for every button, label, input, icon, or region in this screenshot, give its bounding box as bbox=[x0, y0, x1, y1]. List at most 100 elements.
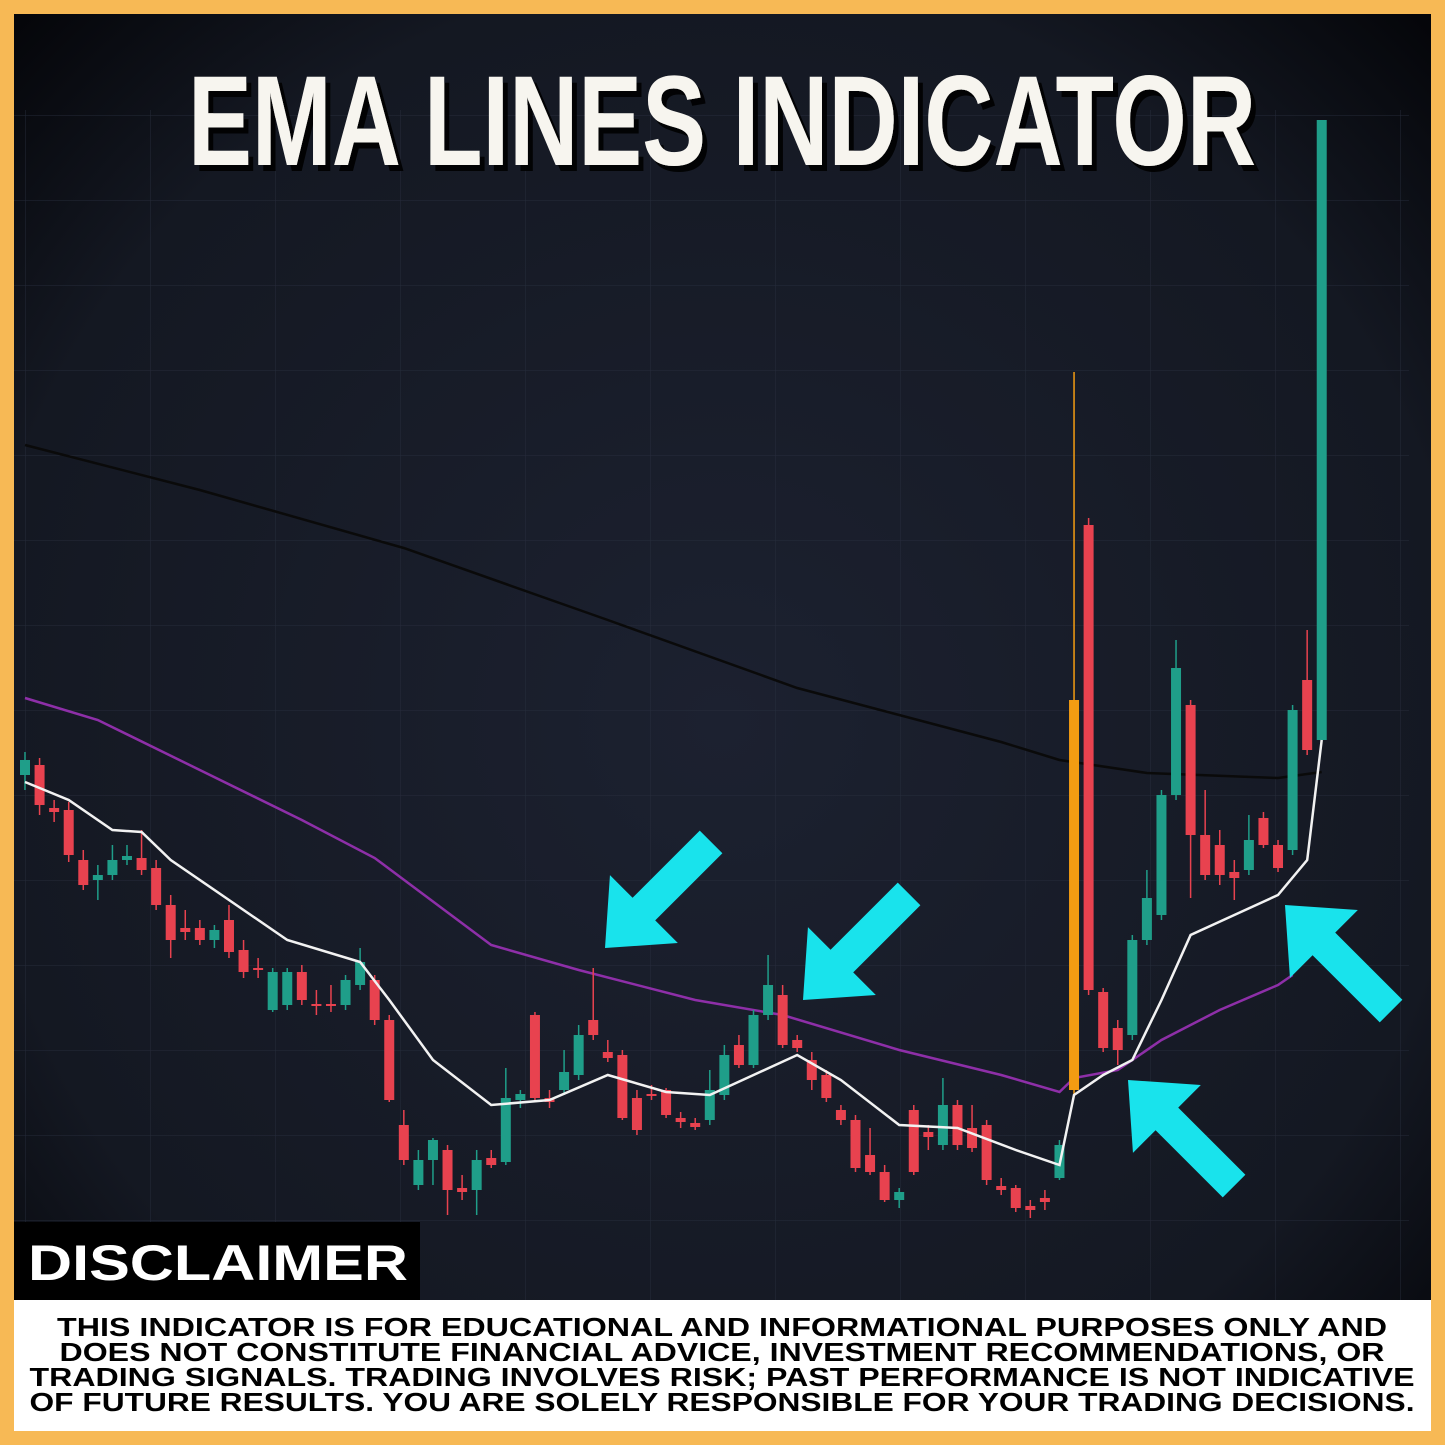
candle-body bbox=[457, 1188, 468, 1192]
candle-body bbox=[1273, 845, 1284, 868]
candle-body bbox=[806, 1060, 817, 1080]
candle-body bbox=[1010, 1188, 1021, 1208]
candle-body bbox=[1156, 795, 1167, 915]
grid bbox=[14, 110, 1409, 1300]
candle-body bbox=[20, 760, 30, 775]
candle-body bbox=[792, 1040, 803, 1048]
candle-body bbox=[631, 1098, 642, 1130]
candle-body bbox=[500, 1098, 511, 1162]
candle-body bbox=[675, 1118, 686, 1122]
candle-body bbox=[894, 1192, 905, 1200]
candle-body bbox=[471, 1160, 482, 1190]
candle-body bbox=[719, 1055, 730, 1095]
candle-body bbox=[427, 1140, 438, 1160]
candle-body bbox=[1258, 818, 1269, 845]
candle-body bbox=[1098, 992, 1109, 1048]
disclaimer-line: OF FUTURE RESULTS. YOU ARE SOLELY RESPON… bbox=[30, 1387, 1415, 1417]
candle-body bbox=[996, 1186, 1007, 1190]
candle-body bbox=[78, 860, 89, 885]
disclaimer-heading-box bbox=[14, 1222, 420, 1300]
candle-body bbox=[1316, 120, 1327, 740]
candle-body bbox=[121, 856, 132, 860]
candle-body bbox=[282, 972, 293, 1005]
candle-body bbox=[1083, 525, 1094, 990]
candle-body bbox=[763, 985, 774, 1015]
candle-body bbox=[967, 1128, 978, 1148]
candle-body bbox=[1025, 1206, 1036, 1210]
candle-body bbox=[63, 810, 74, 855]
disclaimer-text: THIS INDICATOR IS FOR EDUCATIONAL AND IN… bbox=[30, 1312, 1415, 1417]
disclaimer-line: THIS INDICATOR IS FOR EDUCATIONAL AND IN… bbox=[57, 1312, 1387, 1342]
candle-body bbox=[850, 1120, 861, 1168]
candle-body bbox=[136, 858, 147, 870]
candle-body bbox=[1069, 700, 1080, 1090]
candle-body bbox=[340, 980, 351, 1005]
disclaimer-heading: DISCLAIMER bbox=[28, 1235, 408, 1291]
candle-body bbox=[1302, 680, 1313, 750]
candle-body bbox=[748, 1015, 759, 1065]
chart-title: EMA LINES INDICATOR bbox=[188, 50, 1256, 193]
candle-body bbox=[661, 1090, 672, 1115]
candle-body bbox=[617, 1055, 628, 1118]
candle-body bbox=[908, 1110, 919, 1172]
candle-body bbox=[704, 1090, 715, 1120]
candle-body bbox=[952, 1105, 963, 1145]
candle-body bbox=[573, 1035, 584, 1075]
candle-body bbox=[981, 1125, 992, 1180]
candle-body bbox=[325, 1004, 336, 1006]
candle-body bbox=[646, 1094, 657, 1096]
plot bbox=[20, 120, 1327, 1218]
disclaimer-line: DOES NOT CONSTITUTE FINANCIAL ADVICE, IN… bbox=[60, 1337, 1385, 1367]
candle-body bbox=[107, 860, 118, 875]
candle-body bbox=[1214, 845, 1225, 875]
arrow bbox=[1285, 905, 1403, 1023]
candle-body bbox=[1200, 835, 1211, 875]
candle-body bbox=[777, 995, 788, 1045]
candle-body bbox=[384, 1020, 395, 1100]
candle-body bbox=[238, 950, 249, 972]
candle-body bbox=[559, 1072, 570, 1090]
arrows bbox=[605, 830, 1403, 1198]
candle-body bbox=[92, 875, 103, 880]
ema-line bbox=[24, 443, 1322, 780]
candle-body bbox=[355, 962, 366, 985]
candle-body bbox=[529, 1015, 540, 1098]
arrow bbox=[1128, 1080, 1246, 1198]
candle-body bbox=[369, 980, 380, 1020]
candle-body bbox=[1039, 1198, 1050, 1202]
candle-body bbox=[151, 868, 162, 905]
candle-body bbox=[486, 1158, 497, 1165]
candle-body bbox=[821, 1075, 832, 1098]
candle-body bbox=[223, 920, 234, 952]
arrow bbox=[803, 882, 921, 1000]
candle-body bbox=[253, 968, 264, 970]
candle-body bbox=[865, 1155, 876, 1172]
candle-body bbox=[1141, 898, 1152, 940]
candle-body bbox=[515, 1094, 526, 1100]
candle-body bbox=[1127, 940, 1138, 1035]
candle-body bbox=[49, 808, 60, 812]
candle-body bbox=[1243, 840, 1254, 870]
candle-body bbox=[194, 928, 205, 940]
ema-line bbox=[24, 739, 1323, 1167]
candle-body bbox=[588, 1020, 599, 1035]
candle-body bbox=[180, 928, 191, 932]
candle-body bbox=[1185, 705, 1196, 835]
candle-body bbox=[311, 1004, 322, 1006]
candle-body bbox=[602, 1052, 613, 1058]
candle-body bbox=[1229, 872, 1240, 878]
candle-body bbox=[296, 972, 307, 1000]
candle-body bbox=[413, 1160, 424, 1185]
candle-body bbox=[1171, 668, 1182, 795]
disclaimer-panel bbox=[14, 1300, 1431, 1431]
candle-body bbox=[267, 972, 278, 1010]
candle-body bbox=[937, 1105, 948, 1145]
candle-body bbox=[398, 1125, 409, 1160]
candle-body bbox=[879, 1172, 890, 1200]
candle-body bbox=[209, 930, 220, 940]
candle-body bbox=[165, 905, 176, 940]
candle-body bbox=[923, 1132, 934, 1137]
candle-body bbox=[733, 1045, 744, 1065]
